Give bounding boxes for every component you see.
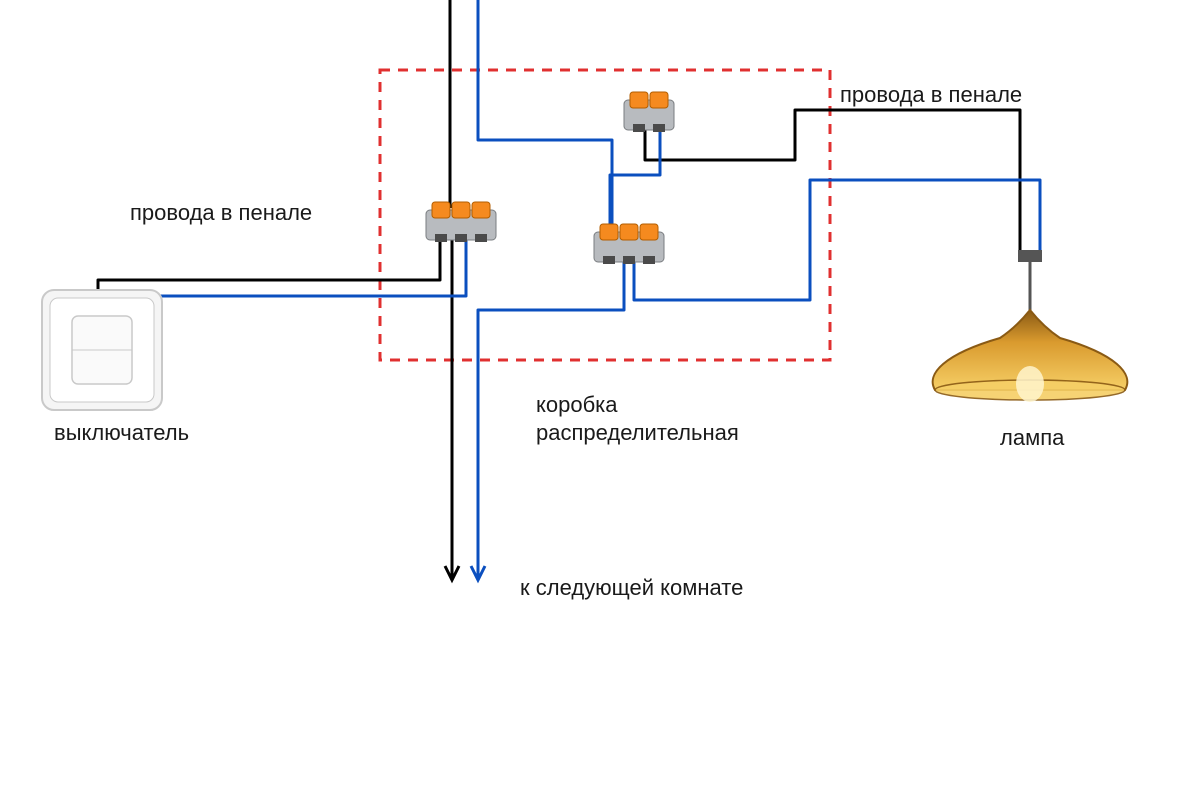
label-wires-left: провода в пенале <box>130 200 312 225</box>
label-junction-2: распределительная <box>536 420 739 445</box>
label-lamp: лампа <box>1000 425 1065 450</box>
connector-c1 <box>426 202 496 242</box>
label-next-room: к следующей комнате <box>520 575 743 600</box>
wall-switch <box>42 290 162 410</box>
label-junction-1: коробка <box>536 392 618 417</box>
label-switch: выключатель <box>54 420 189 445</box>
label-wires-right: провода в пенале <box>840 82 1022 107</box>
connector-c2 <box>594 224 664 264</box>
